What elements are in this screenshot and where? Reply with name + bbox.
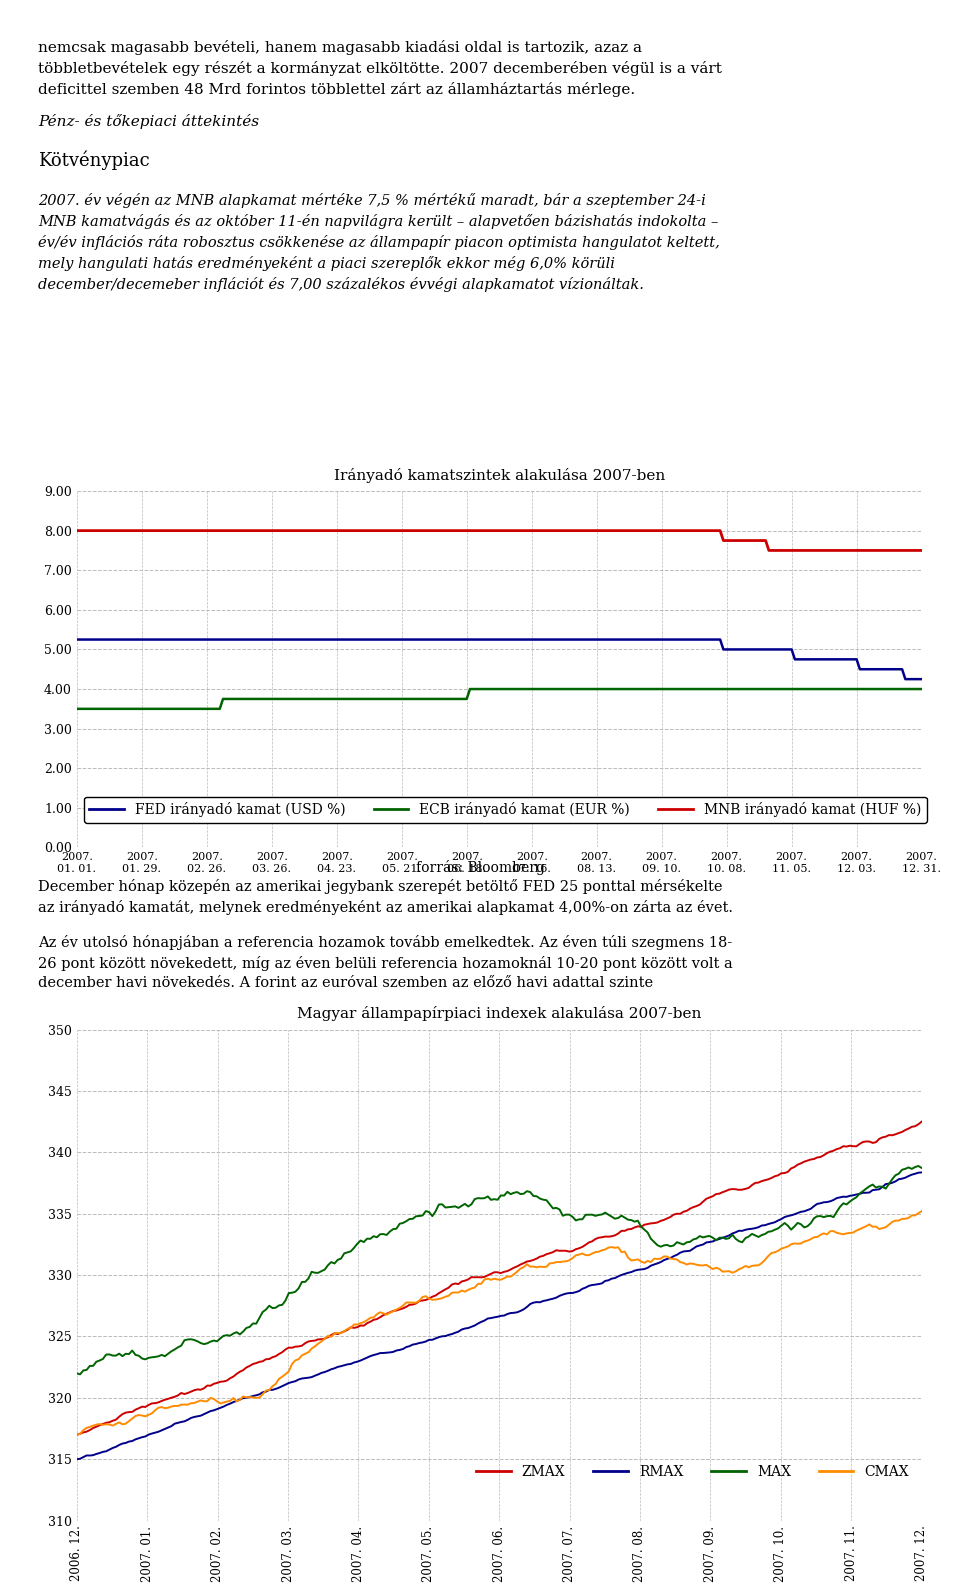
- Text: Kötvénypiac: Kötvénypiac: [38, 150, 150, 169]
- Text: forrás: Bloomberg: forrás: Bloomberg: [416, 860, 544, 874]
- Text: Pénz- és tőkepiaci áttekintés: Pénz- és tőkepiaci áttekintés: [38, 114, 259, 128]
- Legend: ZMAX, RMAX, MAX, CMAX: ZMAX, RMAX, MAX, CMAX: [470, 1459, 915, 1484]
- Title: Irányadó kamatszintek alakulása 2007-ben: Irányadó kamatszintek alakulása 2007-ben: [333, 467, 665, 483]
- Legend: FED irányadó kamat (USD %), ECB irányadó kamat (EUR %), MNB irányadó kamat (HUF : FED irányadó kamat (USD %), ECB irányadó…: [84, 797, 926, 822]
- Text: 2007. év végén az MNB alapkamat mértéke 7,5 % mértékű maradt, bár a szeptember 2: 2007. év végén az MNB alapkamat mértéke …: [38, 193, 720, 291]
- Text: Az év utolsó hónapjában a referencia hozamok tovább emelkedtek. Az éven túli sze: Az év utolsó hónapjában a referencia hoz…: [38, 935, 733, 990]
- Title: Magyar állampapírpiaci indexek alakulása 2007-ben: Magyar állampapírpiaci indexek alakulása…: [297, 1006, 702, 1022]
- Text: nemcsak magasabb bevételi, hanem magasabb kiadási oldal is tartozik, azaz a
több: nemcsak magasabb bevételi, hanem magasab…: [38, 40, 722, 97]
- Text: December hónap közepén az amerikai jegybank szerepét betöltő FED 25 ponttal mérs: December hónap közepén az amerikai jegyb…: [38, 879, 733, 916]
